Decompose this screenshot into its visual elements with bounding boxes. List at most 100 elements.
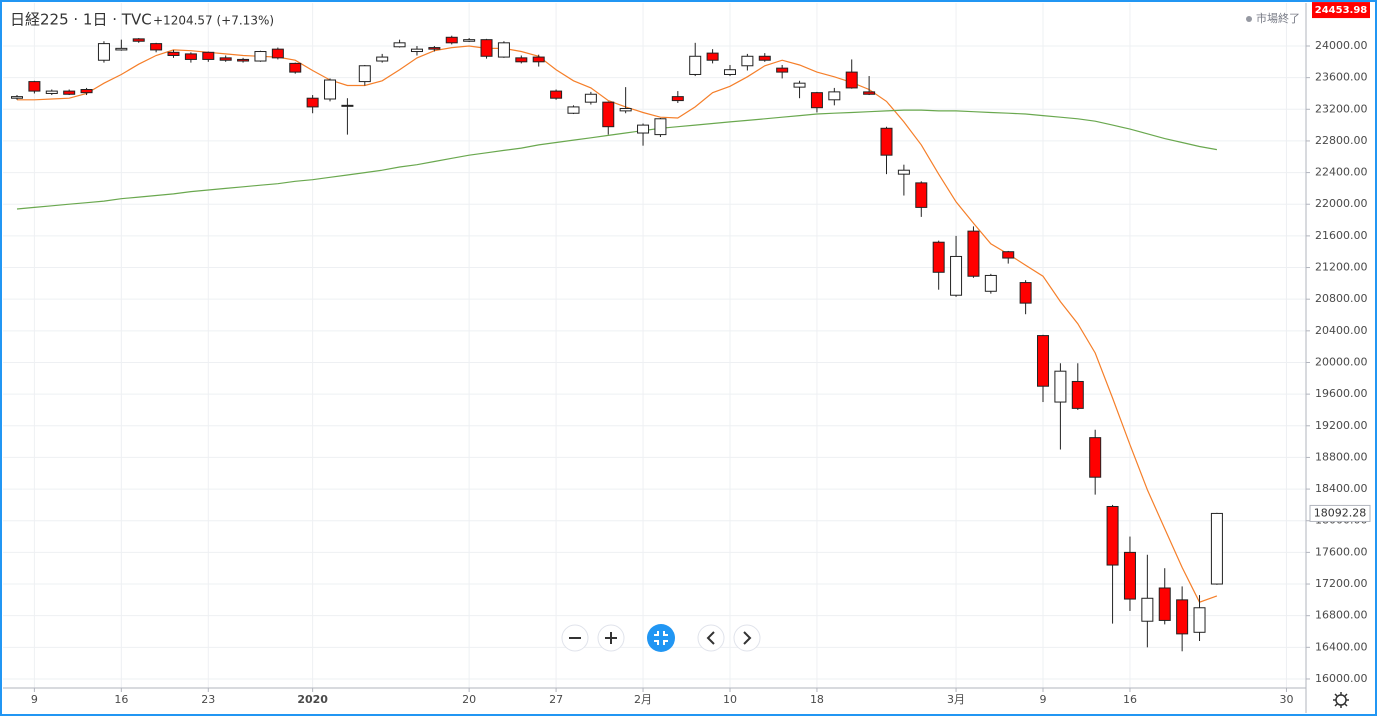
change-text: +1204.57 (+7.13%): [153, 14, 274, 28]
candle-body: [1071, 380, 1084, 409]
candle-body: [828, 91, 841, 101]
y-tick-label: 21200.00: [1315, 261, 1368, 274]
candle-body: [289, 62, 302, 73]
candle-body: [463, 39, 476, 42]
y-tick-label: 24000.00: [1315, 39, 1368, 52]
scroll-right[interactable]: [733, 624, 761, 652]
x-tick-label: 23: [201, 693, 215, 706]
candle-body: [637, 124, 650, 134]
candle-body: [1019, 282, 1032, 304]
candle-body: [202, 51, 215, 60]
settings[interactable]: [1333, 692, 1349, 708]
candle-body: [428, 47, 441, 50]
candle-body: [237, 58, 250, 62]
y-tick-label: 17600.00: [1315, 545, 1368, 558]
candle-body: [1158, 587, 1171, 621]
x-tick-label: 10: [723, 693, 737, 706]
x-tick-label: 18: [810, 693, 824, 706]
candle-body: [602, 101, 615, 128]
x-tick-label: 2020: [297, 693, 328, 706]
candle-body: [810, 92, 823, 109]
y-tick-label: 23200.00: [1315, 102, 1368, 115]
candle-body: [1054, 370, 1067, 403]
x-tick-label: 3月: [947, 693, 965, 706]
candle-body: [45, 90, 58, 94]
candle-body: [410, 48, 423, 53]
status: 市場終了: [1256, 11, 1300, 25]
candle-body: [28, 81, 41, 92]
y-tick-label: 16000.00: [1315, 672, 1368, 685]
moving-average: [17, 45, 1218, 603]
y-tick-label: 20800.00: [1315, 292, 1368, 305]
candle-body: [532, 56, 545, 63]
candle-body: [776, 67, 789, 73]
candle-body: [950, 255, 963, 296]
candle-body: [550, 90, 563, 99]
candle-body: [619, 107, 632, 112]
candle-body: [793, 82, 806, 88]
y-tick-label: 19600.00: [1315, 387, 1368, 400]
candle-body: [1123, 551, 1136, 600]
x-tick-label: 2月: [634, 693, 652, 706]
candle-body: [63, 90, 76, 95]
x-tick-label: 16: [1123, 693, 1137, 706]
status-dot: [1246, 16, 1252, 22]
x-tick-label: 16: [114, 693, 128, 706]
x-tick-label: 9: [31, 693, 38, 706]
candle-body: [254, 51, 267, 62]
y-tick-label: 21600.00: [1315, 229, 1368, 242]
candle-body: [184, 53, 197, 60]
zoom-out[interactable]: [561, 624, 589, 652]
candle-body: [1002, 251, 1015, 259]
candle-body: [671, 96, 684, 102]
candle-body: [80, 89, 93, 94]
candle-body: [219, 57, 232, 61]
price-tag-label: 24453.98: [1315, 5, 1368, 16]
candle-body: [358, 65, 371, 83]
price-tag: [1312, 2, 1370, 19]
candle-body: [1176, 599, 1189, 635]
y-tick-label: 16400.00: [1315, 640, 1368, 653]
reset-zoom[interactable]: [647, 624, 675, 652]
candle-body: [654, 118, 667, 136]
scroll-left[interactable]: [697, 624, 725, 652]
candle-body: [132, 38, 145, 42]
y-tick-label: 20400.00: [1315, 324, 1368, 337]
candle-body: [306, 97, 319, 108]
moving-average: [16, 109, 1218, 210]
chart-title: 日経225 · 1日 · TVC: [10, 11, 152, 29]
zoom-in[interactable]: [597, 624, 625, 652]
candle-body: [967, 230, 980, 277]
candle-body: [1106, 505, 1119, 566]
candle-body: [932, 241, 945, 273]
y-tick-label: 20000.00: [1315, 355, 1368, 368]
candle-body: [115, 47, 128, 51]
candle-body: [480, 39, 493, 57]
y-tick-label: 18400.00: [1315, 482, 1368, 495]
candle-body: [984, 274, 997, 292]
candle-body: [1141, 597, 1154, 622]
candle-body: [1037, 335, 1050, 387]
y-tick-label: 22400.00: [1315, 166, 1368, 179]
y-tick-label: 22000.00: [1315, 197, 1368, 210]
candle-body: [376, 56, 389, 62]
last-price-label: 18092.28: [1314, 506, 1367, 519]
candle-body: [341, 104, 354, 107]
candle-body: [845, 71, 858, 89]
candle-body: [863, 91, 876, 95]
x-tick-label: 27: [549, 693, 563, 706]
candle-body: [271, 48, 284, 59]
candle-body: [758, 55, 771, 61]
candle-body: [897, 169, 910, 175]
candle-body: [689, 55, 702, 75]
y-tick-label: 18800.00: [1315, 450, 1368, 463]
candle-body: [1210, 512, 1223, 585]
candle-body: [445, 36, 458, 44]
candle-body: [11, 96, 23, 99]
x-tick-label: 20: [462, 693, 476, 706]
y-tick-label: 23600.00: [1315, 71, 1368, 84]
candle-body: [324, 79, 337, 100]
x-tick-label: 9: [1040, 693, 1047, 706]
y-tick-label: 17200.00: [1315, 577, 1368, 590]
